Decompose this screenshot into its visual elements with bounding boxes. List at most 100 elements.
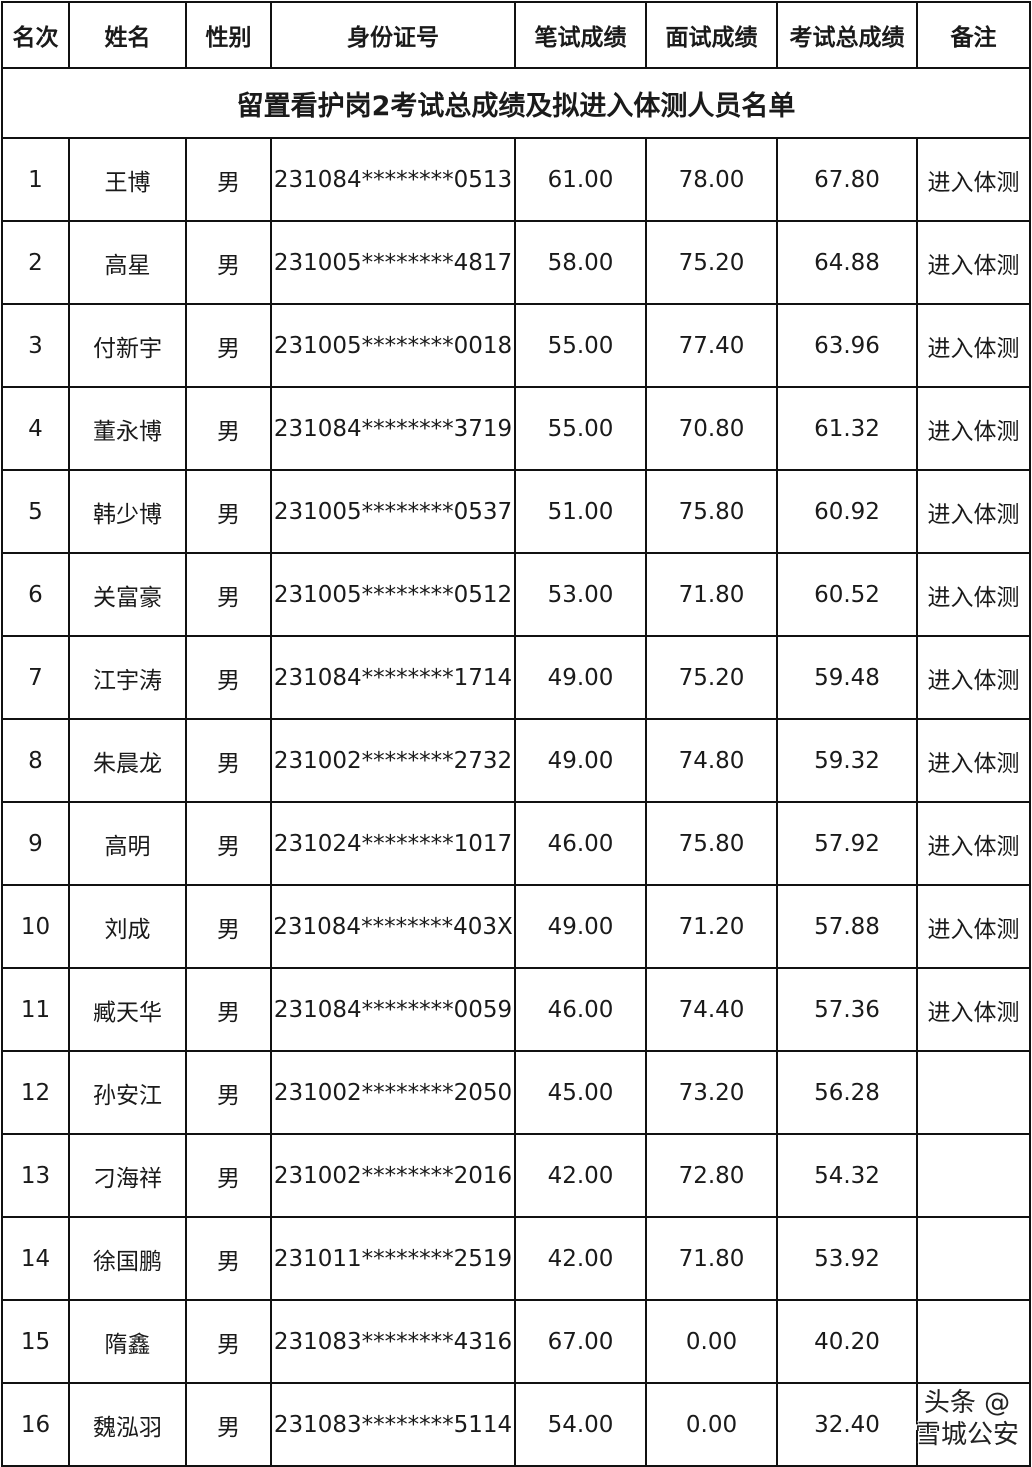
table-row: 13 刁海祥男 231002********2016 42.00 72.80 54.32 xyxy=(1,1133,1031,1218)
table-row: 7 江宇涛男 231084********1714 49.00 75.20 59.48 进入… xyxy=(1,635,1031,720)
cell-id-number: 231005********4817 xyxy=(270,220,516,305)
cell-name: 江宇涛 xyxy=(68,635,187,720)
header-written-score: 笔试成绩 xyxy=(514,1,647,69)
cell-id-number: 231002********2016 xyxy=(270,1133,516,1218)
table-row: 6 关富豪男 231005********0512 53.00 71.80 60.52 进入… xyxy=(1,552,1031,637)
cell-name: 刘成 xyxy=(68,884,187,969)
cell-remark: 进入体测 xyxy=(916,718,1031,803)
table-row: 2 高星男 231005********4817 58.00 75.20 64.88 进入体… xyxy=(1,220,1031,305)
cell-interview-score: 77.40 xyxy=(645,303,778,388)
cell-name: 朱晨龙 xyxy=(68,718,187,803)
cell-remark: 进入体测 xyxy=(916,303,1031,388)
cell-total-score: 61.32 xyxy=(776,386,918,471)
cell-written-score: 42.00 xyxy=(514,1133,647,1218)
cell-remark xyxy=(916,1382,1031,1467)
table-row: 11 臧天华男 231084********0059 46.00 74.40 57.36 进… xyxy=(1,967,1031,1052)
cell-remark: 进入体测 xyxy=(916,220,1031,305)
cell-total-score: 59.48 xyxy=(776,635,918,720)
cell-gender: 男 xyxy=(185,884,272,969)
cell-gender: 男 xyxy=(185,1133,272,1218)
cell-gender: 男 xyxy=(185,967,272,1052)
header-rank: 名次 xyxy=(1,1,70,69)
cell-written-score: 67.00 xyxy=(514,1299,647,1384)
table-row: 15 隋鑫男 231083********4316 67.00 0.00 40.20 xyxy=(1,1299,1031,1384)
cell-interview-score: 0.00 xyxy=(645,1382,778,1467)
cell-interview-score: 75.20 xyxy=(645,635,778,720)
cell-written-score: 58.00 xyxy=(514,220,647,305)
cell-gender: 男 xyxy=(185,469,272,554)
cell-written-score: 45.00 xyxy=(514,1050,647,1135)
cell-rank: 9 xyxy=(1,801,70,886)
header-row: 名次 姓名 性别 身份证号 笔试成绩 面试成绩 考试总成绩 备注 xyxy=(1,1,1031,69)
cell-remark xyxy=(916,1299,1031,1384)
cell-gender: 男 xyxy=(185,1382,272,1467)
table-row: 12 孙安江男 231002********2050 45.00 73.20 56.28 xyxy=(1,1050,1031,1135)
cell-rank: 4 xyxy=(1,386,70,471)
cell-remark: 进入体测 xyxy=(916,801,1031,886)
cell-gender: 男 xyxy=(185,137,272,222)
cell-id-number: 231005********0512 xyxy=(270,552,516,637)
cell-name: 董永博 xyxy=(68,386,187,471)
cell-total-score: 57.36 xyxy=(776,967,918,1052)
cell-remark: 进入体测 xyxy=(916,884,1031,969)
header-gender: 性别 xyxy=(185,1,272,69)
header-interview-score: 面试成绩 xyxy=(645,1,778,69)
cell-name: 魏泓羽 xyxy=(68,1382,187,1467)
cell-remark: 进入体测 xyxy=(916,469,1031,554)
cell-name: 刁海祥 xyxy=(68,1133,187,1218)
cell-id-number: 231084********403X xyxy=(270,884,516,969)
cell-total-score: 57.88 xyxy=(776,884,918,969)
cell-id-number: 231005********0018 xyxy=(270,303,516,388)
table-row: 4 董永博男 231084********3719 55.00 70.80 61.32 进入… xyxy=(1,386,1031,471)
cell-interview-score: 78.00 xyxy=(645,137,778,222)
cell-written-score: 54.00 xyxy=(514,1382,647,1467)
cell-rank: 11 xyxy=(1,967,70,1052)
cell-interview-score: 71.20 xyxy=(645,884,778,969)
cell-gender: 男 xyxy=(185,1299,272,1384)
cell-gender: 男 xyxy=(185,635,272,720)
cell-rank: 1 xyxy=(1,137,70,222)
cell-written-score: 51.00 xyxy=(514,469,647,554)
cell-rank: 14 xyxy=(1,1216,70,1301)
cell-interview-score: 75.80 xyxy=(645,801,778,886)
cell-total-score: 40.20 xyxy=(776,1299,918,1384)
cell-interview-score: 70.80 xyxy=(645,386,778,471)
cell-id-number: 231084********0059 xyxy=(270,967,516,1052)
cell-rank: 12 xyxy=(1,1050,70,1135)
table-row: 16 魏泓羽男 231083********5114 54.00 0.00 32.40 xyxy=(1,1382,1031,1467)
header-remark: 备注 xyxy=(916,1,1031,69)
cell-gender: 男 xyxy=(185,552,272,637)
table-row: 14 徐国鹏男 231011********2519 42.00 71.80 53.92 xyxy=(1,1216,1031,1301)
cell-gender: 男 xyxy=(185,303,272,388)
cell-written-score: 49.00 xyxy=(514,884,647,969)
header-total-score: 考试总成绩 xyxy=(776,1,918,69)
cell-written-score: 46.00 xyxy=(514,967,647,1052)
table-title: 留置看护岗2考试总成绩及拟进入体测人员名单 xyxy=(1,67,1031,139)
cell-remark xyxy=(916,1050,1031,1135)
cell-written-score: 49.00 xyxy=(514,718,647,803)
cell-id-number: 231024********1017 xyxy=(270,801,516,886)
cell-remark: 进入体测 xyxy=(916,552,1031,637)
cell-name: 付新宇 xyxy=(68,303,187,388)
cell-written-score: 46.00 xyxy=(514,801,647,886)
cell-name: 韩少博 xyxy=(68,469,187,554)
cell-total-score: 53.92 xyxy=(776,1216,918,1301)
cell-total-score: 60.92 xyxy=(776,469,918,554)
cell-id-number: 231084********0513 xyxy=(270,137,516,222)
cell-written-score: 53.00 xyxy=(514,552,647,637)
cell-name: 高明 xyxy=(68,801,187,886)
cell-written-score: 49.00 xyxy=(514,635,647,720)
table-row: 5 韩少博男 231005********0537 51.00 75.80 60.92 进入… xyxy=(1,469,1031,554)
cell-remark xyxy=(916,1216,1031,1301)
cell-remark: 进入体测 xyxy=(916,635,1031,720)
cell-id-number: 231005********0537 xyxy=(270,469,516,554)
cell-interview-score: 74.80 xyxy=(645,718,778,803)
cell-written-score: 55.00 xyxy=(514,303,647,388)
cell-name: 徐国鹏 xyxy=(68,1216,187,1301)
table-row: 9 高明男 231024********1017 46.00 75.80 57.92 进入体… xyxy=(1,801,1031,886)
table-row: 3 付新宇男 231005********0018 55.00 77.40 63.96 进入… xyxy=(1,303,1031,388)
cell-total-score: 32.40 xyxy=(776,1382,918,1467)
cell-gender: 男 xyxy=(185,1050,272,1135)
cell-rank: 13 xyxy=(1,1133,70,1218)
